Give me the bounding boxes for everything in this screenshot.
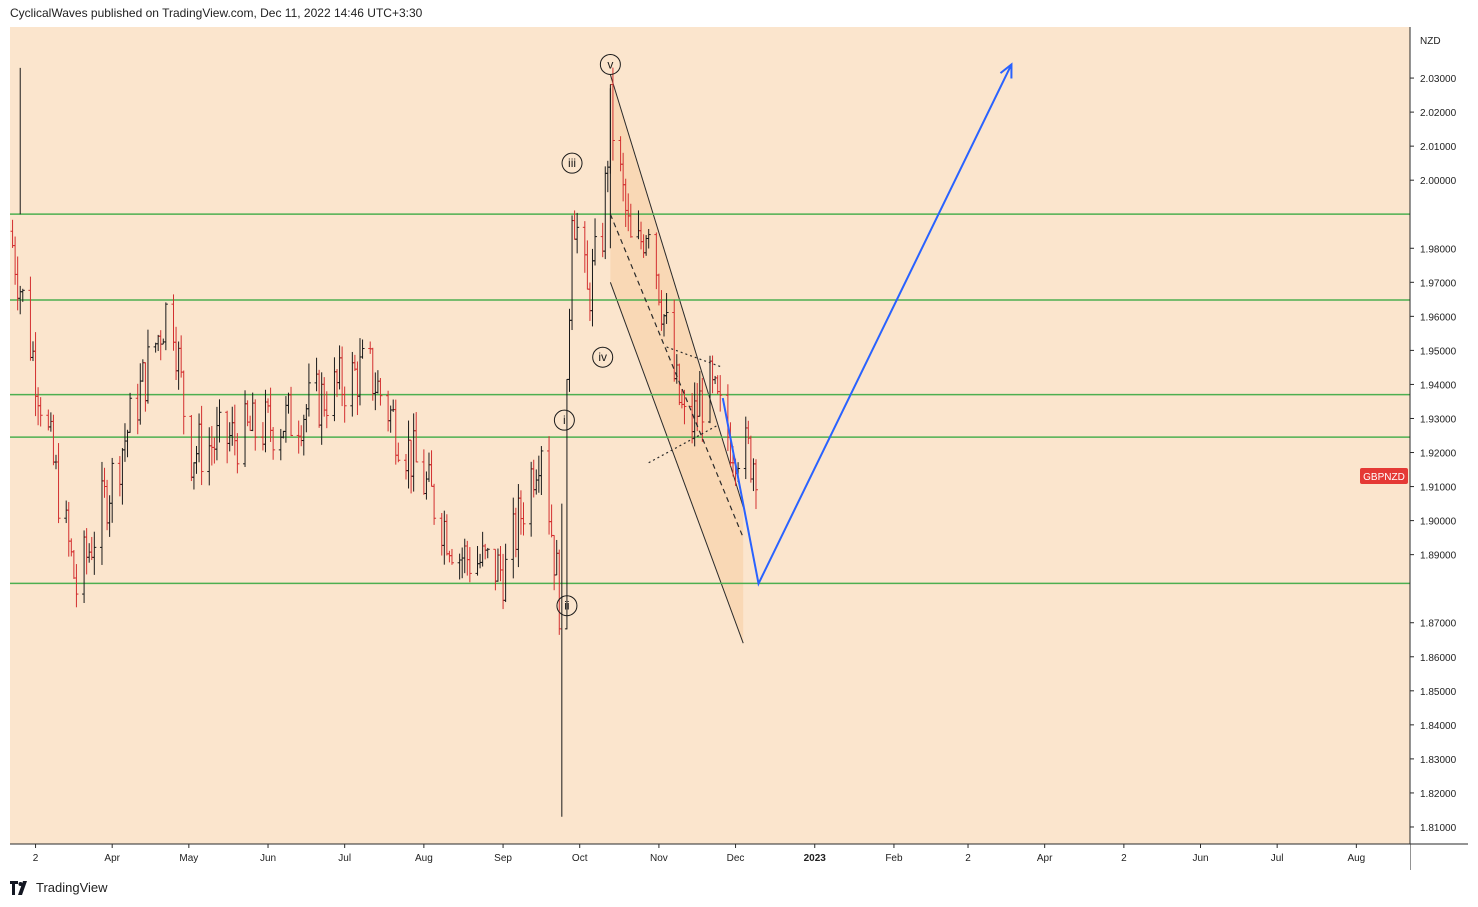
price-tick-label: 1.98000 [1420, 244, 1457, 255]
price-tick-label: 1.89000 [1420, 551, 1457, 562]
price-tick-label: 1.85000 [1420, 687, 1457, 698]
drawing-overlays [609, 62, 1013, 587]
price-tick-label: 2.01000 [1420, 142, 1457, 153]
triangle-bottom-line [648, 424, 718, 464]
wave-label-circle [556, 595, 578, 617]
wave-label-circle [592, 346, 614, 368]
time-tick-label: Nov [650, 853, 668, 864]
time-tick-label: Apr [104, 853, 120, 864]
price-tick-label: 1.83000 [1420, 755, 1457, 766]
time-axis[interactable] [10, 844, 1410, 870]
price-tick-label: 2.03000 [1420, 74, 1457, 85]
price-tick-label: 1.93000 [1420, 414, 1457, 425]
price-bars [10, 67, 758, 817]
time-tick-label: Jul [1271, 853, 1284, 864]
price-tick-label: 1.95000 [1420, 346, 1457, 357]
wave-label-circle [553, 409, 575, 431]
tradingview-footer[interactable]: TradingView [10, 880, 108, 895]
time-axis-ticks: 2 Apr May Jun Jul Aug Sep Oct Nov Dec 2023 Feb 2 Apr 2… [33, 844, 1365, 864]
wave-label: iv [598, 350, 607, 364]
tradingview-logo-icon [10, 880, 27, 895]
price-tick-label: 1.90000 [1420, 517, 1457, 528]
price-tick-label: 1.94000 [1420, 380, 1457, 391]
time-tick-label: Dec [727, 853, 745, 864]
wave-label-circle [561, 152, 583, 174]
wave-label: iii [568, 156, 576, 170]
price-tick-label: 2.02000 [1420, 108, 1457, 119]
time-tick-label: May [179, 853, 198, 864]
price-tick-label: 1.84000 [1420, 721, 1457, 732]
price-tick-label: 1.82000 [1420, 789, 1457, 800]
price-tick-label: 1.91000 [1420, 483, 1457, 494]
publish-info: CyclicalWaves published on TradingView.c… [10, 6, 423, 20]
price-tick-label: 1.96000 [1420, 312, 1457, 323]
time-tick-label: 2023 [804, 853, 827, 864]
wave-label: v [607, 57, 613, 71]
time-tick-label: 2 [965, 853, 971, 864]
price-axis-ticks: 2.03000 2.02000 2.01000 2.00000 1.98000 1.970… [1410, 74, 1457, 834]
price-tick-label: 2.00000 [1420, 176, 1457, 187]
currency-label: NZD [1420, 36, 1441, 47]
wave-label: i [563, 413, 566, 427]
time-tick-label: Apr [1037, 853, 1053, 864]
price-tick-label: 1.81000 [1420, 823, 1457, 834]
time-tick-label: Aug [415, 853, 433, 864]
time-tick-label: Feb [885, 853, 903, 864]
triangle-dashed-line [609, 214, 744, 538]
symbol-badge-label: GBPNZD [1363, 472, 1405, 483]
channel-upper-line [609, 74, 744, 508]
time-tick-label: 2 [1121, 853, 1127, 864]
time-tick-label: Jul [338, 853, 351, 864]
symbol-badge [1360, 468, 1408, 484]
price-tick-label: 1.86000 [1420, 653, 1457, 664]
price-tick-label: 1.97000 [1420, 278, 1457, 289]
price-tick-label: 1.92000 [1420, 449, 1457, 460]
wave-label-circle [599, 53, 621, 75]
projection-path [721, 64, 1013, 587]
time-tick-label: Sep [494, 853, 512, 864]
time-tick-label: 2 [33, 853, 39, 864]
time-tick-label: Aug [1347, 853, 1365, 864]
tradingview-brand: TradingView [36, 880, 108, 895]
time-tick-label: Jun [260, 853, 276, 864]
time-tick-label: Oct [572, 853, 588, 864]
wave-label: ii [564, 599, 569, 613]
price-tick-label: 1.87000 [1420, 619, 1457, 630]
projection-arrowhead [999, 62, 1013, 79]
time-tick-label: Jun [1192, 853, 1208, 864]
price-axis[interactable] [1410, 27, 1468, 844]
